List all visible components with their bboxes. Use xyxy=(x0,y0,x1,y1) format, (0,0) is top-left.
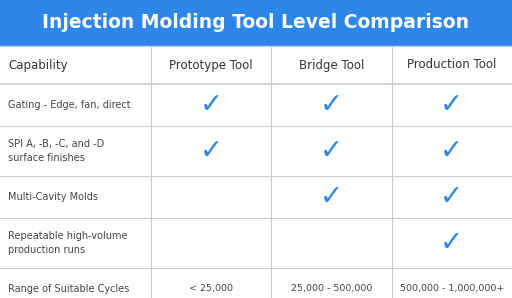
Text: Capability: Capability xyxy=(8,58,68,72)
Text: ✓: ✓ xyxy=(320,91,343,119)
Text: ✓: ✓ xyxy=(320,183,343,211)
Text: ✓: ✓ xyxy=(440,91,463,119)
Text: ✓: ✓ xyxy=(440,229,463,257)
Text: 25,000 - 500,000: 25,000 - 500,000 xyxy=(291,285,372,294)
Text: ✓: ✓ xyxy=(200,91,223,119)
FancyBboxPatch shape xyxy=(0,0,512,46)
Text: ✓: ✓ xyxy=(440,183,463,211)
Text: 500,000 - 1,000,000+: 500,000 - 1,000,000+ xyxy=(400,285,504,294)
Text: Range of Suitable Cycles: Range of Suitable Cycles xyxy=(8,284,130,294)
Text: ✓: ✓ xyxy=(320,137,343,165)
Text: Multi-Cavity Molds: Multi-Cavity Molds xyxy=(8,192,98,202)
Text: Production Tool: Production Tool xyxy=(407,58,497,72)
Text: ✓: ✓ xyxy=(200,137,223,165)
Text: Repeatable high-volume
production runs: Repeatable high-volume production runs xyxy=(8,232,127,254)
Text: ✓: ✓ xyxy=(440,137,463,165)
Text: SPI A, -B, -C, and -D
surface finishes: SPI A, -B, -C, and -D surface finishes xyxy=(8,139,104,163)
Text: Injection Molding Tool Level Comparison: Injection Molding Tool Level Comparison xyxy=(42,13,470,32)
Text: Bridge Tool: Bridge Tool xyxy=(299,58,364,72)
Text: Prototype Tool: Prototype Tool xyxy=(169,58,253,72)
Text: < 25,000: < 25,000 xyxy=(189,285,233,294)
Text: Gating - Edge, fan, direct: Gating - Edge, fan, direct xyxy=(8,100,131,110)
